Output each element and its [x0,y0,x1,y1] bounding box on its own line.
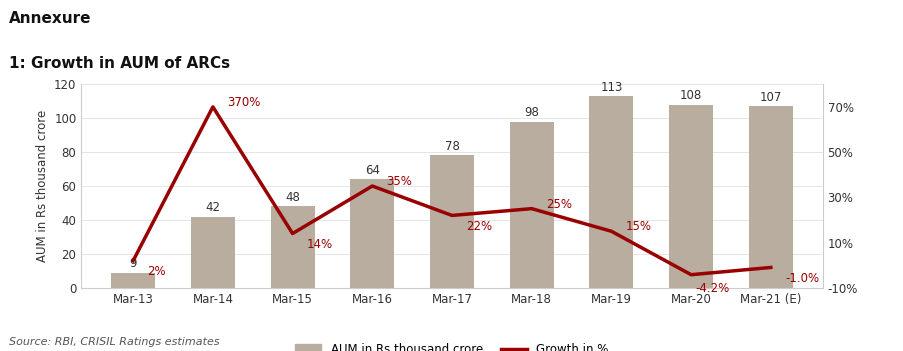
Text: 42: 42 [205,201,220,214]
Bar [589,96,633,288]
Bar [270,206,314,288]
Text: 35%: 35% [386,175,412,188]
Bar [668,105,712,288]
Bar [509,121,553,288]
Text: 1: Growth in AUM of ARCs: 1: Growth in AUM of ARCs [9,56,230,71]
Bar [748,106,792,288]
Text: 113: 113 [600,81,622,94]
Bar [350,179,394,288]
Text: 78: 78 [444,140,459,153]
Text: 14%: 14% [307,238,332,251]
Text: 2%: 2% [147,265,166,278]
Text: 98: 98 [524,106,538,119]
Text: Source: RBI, CRISIL Ratings estimates: Source: RBI, CRISIL Ratings estimates [9,338,219,347]
Text: 108: 108 [679,89,702,102]
Text: 370%: 370% [227,96,260,109]
Text: 25%: 25% [545,198,572,211]
Text: 9: 9 [129,257,136,270]
Text: 107: 107 [759,91,781,104]
Legend: AUM in Rs thousand crore, Growth in %: AUM in Rs thousand crore, Growth in % [291,338,612,351]
Text: 48: 48 [284,191,300,204]
Bar [191,217,235,288]
Text: Annexure: Annexure [9,11,91,26]
Text: 15%: 15% [625,220,651,233]
Y-axis label: AUM in Rs thousand crore: AUM in Rs thousand crore [35,110,49,262]
Text: -4.2%: -4.2% [694,282,729,295]
Bar [111,272,155,288]
Text: 64: 64 [365,164,379,177]
Text: -1.0%: -1.0% [785,272,818,285]
Text: 22%: 22% [466,220,492,233]
Bar [430,155,473,288]
